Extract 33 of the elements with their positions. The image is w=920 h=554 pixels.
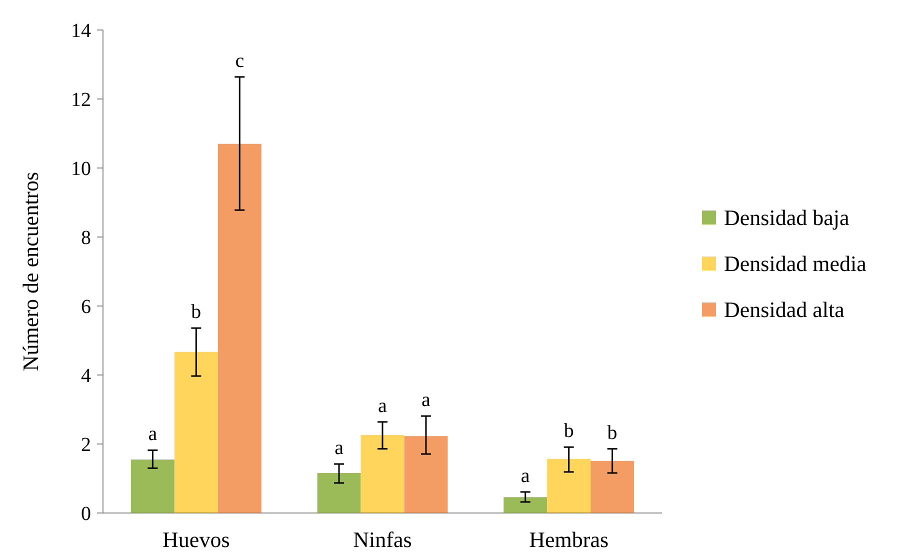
bar <box>174 352 218 513</box>
significance-letter: c <box>235 50 244 72</box>
x-tick-label: Hembras <box>529 527 609 552</box>
y-tick-label: 10 <box>71 158 91 180</box>
significance-letter: a <box>148 423 158 446</box>
x-tick-label: Huevos <box>162 527 230 552</box>
legend-label: Densidad baja <box>724 205 850 230</box>
significance-letter: b <box>191 301 202 324</box>
significance-letter: a <box>422 389 430 412</box>
significance-letter: a <box>334 437 344 459</box>
significance-letter: a <box>520 464 530 487</box>
significance-letter: b <box>607 422 618 444</box>
bar <box>404 436 448 513</box>
legend-label: Densidad media <box>724 251 867 276</box>
y-axis-title: Número de encuentros <box>18 172 43 372</box>
bar <box>130 460 174 513</box>
y-tick-label: 0 <box>81 503 91 525</box>
bar <box>218 144 262 513</box>
y-tick-label: 12 <box>71 89 91 111</box>
bar <box>360 435 404 513</box>
legend-label: Densidad alta <box>724 297 845 322</box>
y-tick-label: 2 <box>81 434 91 456</box>
bar <box>504 497 548 513</box>
y-tick-label: 14 <box>71 20 91 42</box>
bar <box>317 472 361 513</box>
significance-letter: b <box>564 420 574 442</box>
y-tick-label: 4 <box>81 365 91 387</box>
bar <box>590 460 634 513</box>
bar <box>547 458 591 513</box>
significance-letter: a <box>378 394 387 417</box>
y-tick-label: 6 <box>81 296 91 318</box>
y-tick-label: 8 <box>81 227 91 249</box>
x-tick-label: Ninfas <box>353 527 412 552</box>
